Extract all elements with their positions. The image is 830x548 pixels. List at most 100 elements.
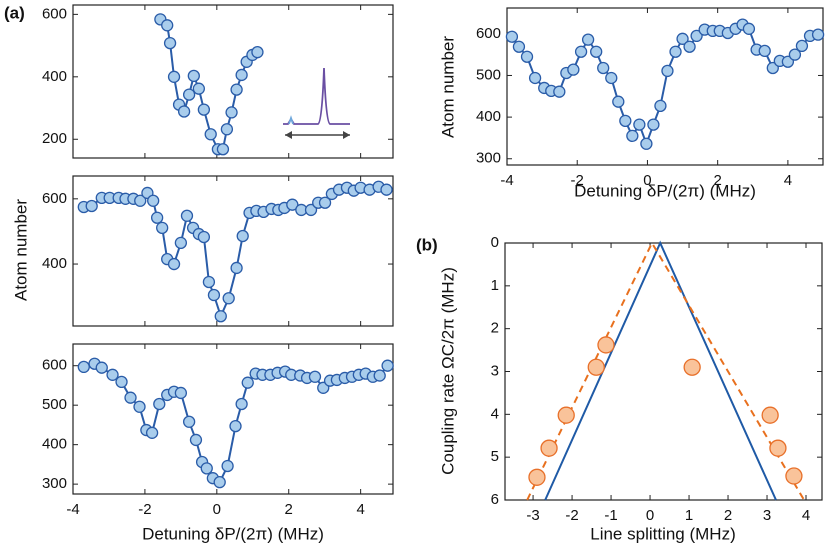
y-tick-label: 400: [42, 436, 67, 453]
data-point: [758, 44, 771, 58]
data-point: [177, 105, 191, 118]
x-tick-label: -2: [565, 507, 578, 524]
y-tick-label: 6: [491, 491, 499, 508]
x-tick-label: -4: [500, 172, 513, 189]
inset-arrowheads: [285, 131, 350, 139]
data-point: [174, 236, 188, 249]
data-point: [167, 70, 181, 83]
x-tick-label: 4: [356, 501, 364, 518]
data-point: [145, 426, 159, 439]
data-point: [683, 358, 701, 376]
data-point: [373, 369, 386, 382]
data-point: [640, 137, 653, 150]
data-point: [557, 406, 575, 424]
data-point: [788, 48, 802, 61]
data-point: [153, 397, 166, 411]
data-point: [654, 99, 667, 113]
y-tick-label: 300: [42, 475, 67, 492]
data-point: [626, 129, 639, 142]
data-point: [512, 40, 526, 53]
data-point: [304, 203, 318, 217]
x-tick-label: 0: [646, 507, 654, 524]
y-tick-label: 3: [491, 362, 499, 379]
x-tick-label: 1: [685, 507, 693, 524]
data-point: [528, 71, 542, 85]
y-tick-label: 300: [476, 150, 501, 167]
y-tick-label: 4: [491, 405, 499, 422]
data-point: [236, 229, 249, 243]
y-axis-label: Coupling rate ΩC/2π (MHz): [438, 267, 457, 475]
y-tick-label: 0: [491, 234, 499, 251]
data-point: [197, 230, 211, 244]
data-point: [225, 106, 238, 119]
data-point: [182, 88, 196, 101]
inset-probe: [288, 115, 294, 125]
data-point: [553, 85, 566, 98]
data-point: [590, 45, 603, 58]
data-point: [106, 368, 119, 381]
data-point: [574, 45, 588, 58]
data-point: [811, 28, 825, 41]
data-point: [182, 415, 196, 428]
data-point: [230, 261, 243, 275]
data-point: [251, 45, 264, 59]
data-point: [633, 118, 646, 131]
data-point: [619, 114, 632, 128]
data-point: [308, 370, 322, 383]
data-point: [187, 69, 200, 83]
x-tick-label: 4: [802, 507, 810, 524]
x-tick-label: -4: [66, 501, 79, 518]
x-tick-label: 0: [643, 172, 651, 189]
data-point: [197, 103, 211, 116]
data-point: [235, 68, 248, 82]
data-point: [683, 40, 696, 53]
data-point: [230, 83, 243, 96]
panel: 300 400 500 600 -4 -2 0 2 4 Detuning δP/(2π) (MHz…: [438, 7, 825, 200]
panel-label: (a): [4, 3, 25, 22]
panel: 0 1 2 3 4 5 6 -3 -2 -1 0 1 2 3 4 (b) Line splitting (MHz…: [416, 234, 823, 543]
data-point: [605, 71, 618, 85]
data-point: [124, 391, 137, 404]
x-axis-label: Detuning δP/(2π) (MHz): [574, 181, 756, 200]
data-point: [235, 397, 248, 411]
data-point: [222, 292, 235, 305]
data-point: [213, 476, 226, 489]
data-point: [150, 211, 164, 224]
data-point: [785, 467, 803, 485]
data-line: [511, 23, 819, 147]
data-point: [200, 462, 213, 475]
data-line: [544, 240, 777, 501]
panel: 400 600 Atom number: [11, 175, 394, 327]
data-point: [115, 375, 128, 389]
data-point: [795, 39, 809, 53]
x-tick-label: -3: [526, 507, 539, 524]
data-point: [669, 45, 682, 58]
x-tick-label: 4: [784, 172, 792, 189]
data-point: [676, 32, 689, 45]
data-point: [147, 194, 160, 207]
data-point: [587, 358, 605, 376]
data-point: [528, 468, 546, 486]
data-point: [380, 183, 393, 196]
data-point: [202, 275, 216, 289]
data-point: [95, 361, 108, 374]
data-point: [581, 33, 595, 46]
x-tick-label: 0: [213, 501, 221, 518]
x-tick-label: -2: [138, 501, 151, 518]
data-line: [83, 185, 387, 319]
x-tick-label: -2: [571, 172, 584, 189]
data-point: [180, 209, 194, 222]
data-point: [77, 360, 90, 374]
data-point: [229, 419, 242, 433]
plot-frame: [506, 7, 824, 166]
x-tick-label: 2: [285, 501, 293, 518]
plot-frame: [72, 4, 394, 159]
x-tick-label: 2: [724, 507, 732, 524]
x-tick-label: 3: [763, 507, 771, 524]
data-point: [241, 376, 254, 389]
data-point: [163, 36, 177, 50]
inset-curve: [283, 67, 350, 125]
data-point: [220, 123, 234, 136]
y-tick-label: 600: [42, 357, 67, 374]
y-axis-label: Atom number: [11, 199, 30, 301]
